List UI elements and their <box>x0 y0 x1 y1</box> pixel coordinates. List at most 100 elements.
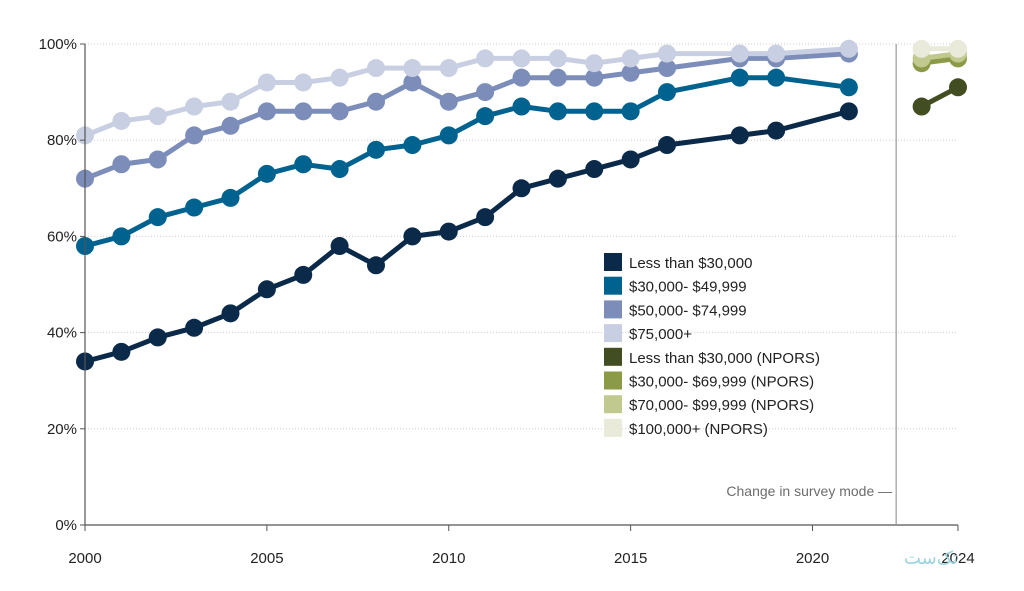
legend-swatch <box>604 371 622 390</box>
data-point <box>112 227 131 246</box>
data-point <box>185 97 204 116</box>
data-point <box>330 68 349 87</box>
data-point <box>767 44 786 63</box>
data-point <box>148 107 167 126</box>
data-point <box>221 304 240 323</box>
data-point <box>585 102 604 121</box>
data-point <box>730 68 749 87</box>
legend-swatch <box>604 253 622 271</box>
data-point <box>439 59 458 78</box>
data-point <box>949 39 967 58</box>
legend-label: $30,000- $49,999 <box>629 279 747 296</box>
data-point <box>403 227 422 246</box>
data-point <box>148 328 167 347</box>
legend-label: Less than $30,000 <box>629 255 752 272</box>
data-point <box>221 92 240 111</box>
data-point <box>185 198 204 217</box>
data-point <box>476 208 495 227</box>
data-point <box>403 73 422 92</box>
data-point <box>294 73 313 92</box>
y-tick-label: 40% <box>47 325 77 342</box>
y-tick-label: 80% <box>47 132 77 149</box>
data-point <box>548 49 567 68</box>
data-point <box>476 107 495 126</box>
x-tick-label: 2020 <box>796 550 829 567</box>
data-point <box>548 102 567 121</box>
legend-swatch <box>604 324 622 343</box>
data-point <box>294 102 313 121</box>
x-tick-label: 2010 <box>432 550 465 567</box>
data-point <box>221 188 240 207</box>
legend: Less than $30,000 $30,000- $49,999 $50,000… <box>604 253 820 438</box>
data-point <box>185 126 204 145</box>
data-point <box>585 68 604 87</box>
data-point <box>767 68 786 87</box>
data-point <box>439 92 458 111</box>
data-point <box>112 342 131 361</box>
legend-swatch <box>604 347 622 366</box>
data-point <box>476 49 495 68</box>
data-point <box>294 265 313 284</box>
x-tick-label: 2024 <box>941 550 974 567</box>
data-point <box>439 222 458 241</box>
legend-label: $75,000+ <box>629 326 692 343</box>
series-layer <box>76 39 967 371</box>
y-tick-label: 0% <box>55 517 77 534</box>
data-point <box>658 136 676 155</box>
data-point <box>730 126 749 145</box>
data-point <box>330 102 349 121</box>
data-point <box>367 92 385 111</box>
data-point <box>257 280 276 299</box>
data-point <box>185 318 204 337</box>
data-point <box>512 68 531 87</box>
legend-label: $70,000- $99,999 (NPORS) <box>629 397 814 414</box>
data-point <box>730 44 749 63</box>
data-point <box>257 73 276 92</box>
data-point <box>367 59 385 78</box>
watermark: تک‌ست <box>904 548 958 568</box>
data-point <box>767 121 786 140</box>
data-point <box>403 59 422 78</box>
legend-label: $30,000- $69,999 (NPORS) <box>629 374 814 391</box>
data-point <box>112 111 131 130</box>
y-tick-label: 20% <box>47 421 77 438</box>
data-point <box>585 160 604 179</box>
data-point <box>621 102 640 121</box>
legend-swatch <box>604 418 622 437</box>
x-tick-label: 2005 <box>250 550 283 567</box>
data-point <box>476 83 495 102</box>
data-point <box>367 256 385 275</box>
legend-swatch <box>604 395 622 414</box>
data-point <box>621 63 640 82</box>
data-point <box>658 59 676 78</box>
data-point <box>839 78 858 97</box>
data-point <box>912 97 931 116</box>
data-point <box>585 54 604 73</box>
survey-mode-label: Change in survey mode — <box>726 483 892 499</box>
data-point <box>658 44 676 63</box>
data-point <box>949 78 967 97</box>
y-tick-label: 60% <box>47 228 77 245</box>
data-point <box>548 169 567 188</box>
legend-label: Less than $30,000 (NPORS) <box>629 350 820 367</box>
data-point <box>912 39 931 58</box>
data-point <box>330 237 349 256</box>
data-point <box>330 160 349 179</box>
data-point <box>148 208 167 227</box>
data-point <box>621 49 640 68</box>
data-point <box>512 179 531 198</box>
annotation: Change in survey mode — <box>726 44 897 525</box>
data-point <box>621 150 640 169</box>
data-point <box>112 155 131 174</box>
x-tick-label: 2000 <box>68 550 101 567</box>
data-point <box>403 136 422 155</box>
data-point <box>257 164 276 183</box>
legend-label: $50,000- $74,999 <box>629 302 747 319</box>
data-point <box>148 150 167 169</box>
data-point <box>294 155 313 174</box>
legend-label: $100,000+ (NPORS) <box>629 421 768 438</box>
legend-swatch <box>604 300 622 319</box>
data-point <box>221 116 240 135</box>
data-point <box>512 97 531 116</box>
